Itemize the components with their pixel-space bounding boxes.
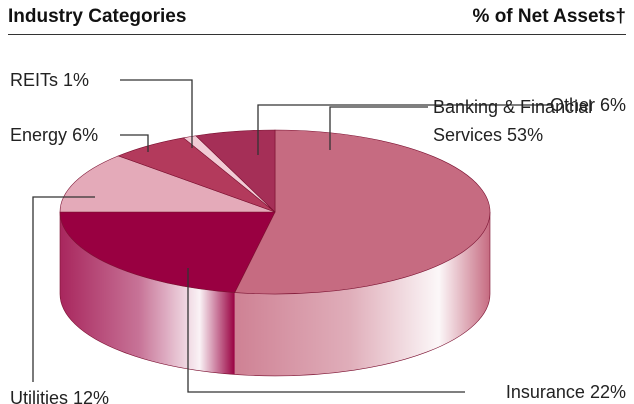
slice-label: Insurance 22% (506, 378, 626, 404)
chart-subtitle: % of Net Assets† (472, 6, 626, 27)
category-label: Insurance (505, 382, 585, 402)
value-label: 6% (599, 95, 626, 115)
leader-line (32, 196, 95, 382)
pie-tops (59, 129, 491, 295)
category-label: REITs (10, 70, 59, 90)
chart-title: Industry Categories (8, 6, 187, 27)
slice-label: Banking & Financial Services 53% (433, 93, 633, 149)
leader-line (187, 268, 465, 393)
pie-slice (59, 211, 276, 293)
value-label: 1% (63, 70, 90, 90)
category-label: Banking & Financial Services (433, 97, 593, 145)
pie-side-sheen (59, 212, 235, 375)
leader-line (329, 106, 428, 150)
leader-line (120, 79, 193, 148)
pie-slice (234, 129, 491, 295)
pie-slice (59, 155, 276, 213)
value-label: 6% (72, 125, 99, 145)
category-label: Other (549, 95, 595, 115)
pie-side-sheen (234, 212, 490, 376)
pie-slice (195, 129, 276, 213)
pie-outline (59, 212, 491, 377)
category-label: Energy (10, 125, 68, 145)
header-rule (8, 34, 626, 35)
slice-label: Energy 6% (10, 121, 98, 149)
leader-line (257, 104, 552, 155)
value-label: 53% (507, 125, 544, 145)
category-label: Utilities (10, 388, 69, 404)
value-label: 12% (73, 388, 110, 404)
leader-lines (32, 79, 552, 393)
slice-label: Utilities 12% (10, 384, 109, 404)
pie-sides (59, 212, 491, 377)
slice-label: REITs 1% (10, 66, 89, 94)
leader-line (120, 134, 149, 152)
slice-label: Other 6% (550, 91, 626, 119)
value-label: 22% (589, 382, 626, 402)
